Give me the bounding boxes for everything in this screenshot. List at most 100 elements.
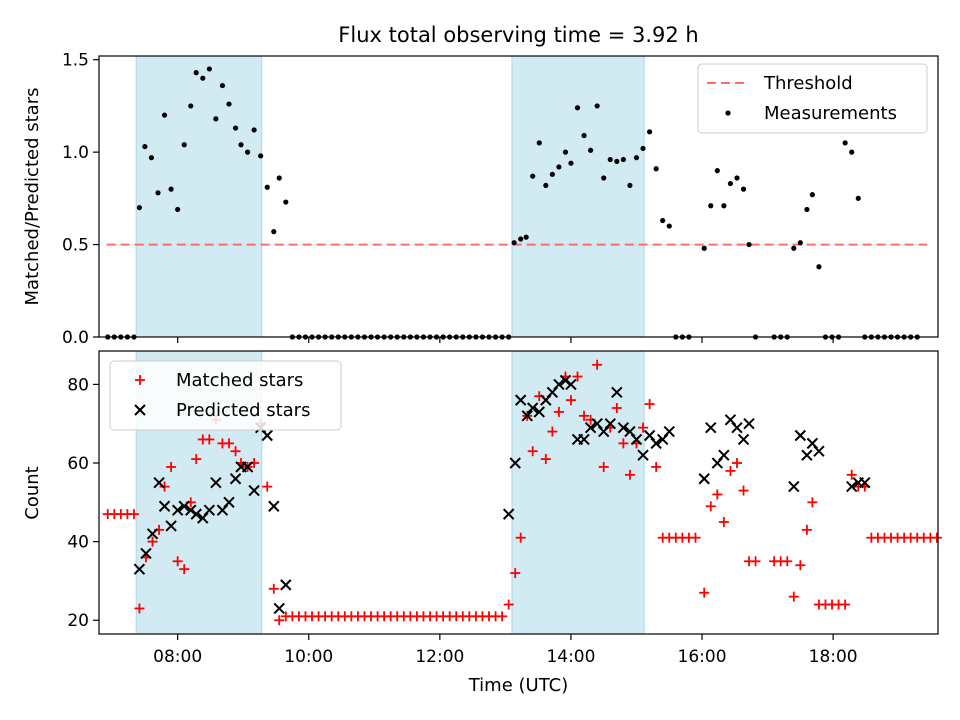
data-point: [166, 461, 177, 472]
data-point: [248, 484, 260, 497]
data-point: [190, 508, 202, 520]
data-point: [181, 142, 187, 148]
data-point: [630, 433, 643, 446]
data-point: [280, 579, 292, 591]
data-point: [193, 70, 199, 76]
data-point: [855, 195, 861, 201]
data-point: [705, 501, 716, 512]
bottom-y-tick-label: 40: [67, 533, 89, 553]
data-point: [618, 438, 629, 449]
data-point: [611, 386, 623, 398]
data-point: [511, 240, 517, 246]
data-point: [153, 476, 165, 489]
data-point: [230, 446, 241, 457]
bottom-legend: Matched stars Predicted stars: [109, 360, 342, 431]
data-point: [637, 449, 649, 461]
data-point: [588, 147, 594, 153]
data-point: [653, 166, 659, 172]
data-point: [725, 465, 736, 476]
data-point: [268, 583, 279, 594]
bottom-y-tick-label: 60: [67, 454, 89, 474]
top-observing-window-2: [511, 55, 645, 338]
data-point: [572, 371, 583, 382]
data-point: [614, 158, 620, 164]
data-point: [598, 461, 609, 472]
data-point: [549, 171, 555, 177]
data-point: [801, 449, 813, 461]
bottom-axes-frame: [98, 350, 939, 635]
data-point: [200, 75, 206, 81]
data-point: [556, 164, 562, 170]
data-point: [574, 105, 581, 111]
data-point: [523, 234, 529, 240]
x-tick-label: 10:00: [284, 647, 333, 667]
data-point: [204, 434, 215, 445]
top-y-tick-label: 1.5: [62, 51, 89, 71]
data-point: [743, 418, 755, 430]
data-point: [845, 480, 858, 493]
data-point: [159, 481, 170, 492]
x-tick-label: 12:00: [415, 647, 464, 667]
data-point: [737, 433, 750, 446]
data-point: [161, 112, 168, 118]
data-point: [168, 186, 174, 192]
top-legend-box: [697, 63, 928, 134]
data-point: [849, 149, 855, 155]
data-point: [740, 186, 747, 192]
data-point: [807, 497, 818, 508]
data-point: [809, 192, 815, 198]
data-point: [553, 406, 564, 417]
data-point: [518, 236, 524, 242]
data-point: [497, 611, 508, 622]
data-point: [527, 446, 538, 457]
top-y-tick-label: 0.5: [62, 236, 89, 256]
data-point: [701, 245, 707, 251]
data-point: [646, 129, 653, 135]
data-point: [540, 454, 551, 465]
x-axis-label: Time (UTC): [468, 675, 569, 696]
data-point: [565, 395, 576, 406]
data-point: [142, 143, 148, 150]
top-legend: Threshold Measurements: [697, 63, 928, 134]
data-point: [718, 449, 730, 461]
data-point: [699, 587, 710, 598]
data-point: [226, 101, 232, 107]
data-point: [727, 180, 734, 187]
data-point: [660, 217, 666, 224]
data-point: [731, 421, 743, 434]
data-point: [842, 140, 848, 146]
data-point: [229, 473, 242, 485]
data-point: [146, 528, 159, 540]
bottom-y-axis-label: Count: [22, 466, 43, 519]
data-point: [791, 245, 797, 251]
data-point: [271, 229, 277, 235]
bottom-y-tick-label: 20: [67, 611, 89, 631]
top-observing-window-1: [135, 55, 263, 338]
data-point: [633, 155, 640, 161]
legend-label: Matched stars: [176, 370, 303, 391]
data-point: [232, 125, 239, 131]
data-point: [185, 504, 197, 516]
x-tick-label: 16:00: [678, 647, 727, 667]
x-tick-label: 08:00: [153, 647, 202, 667]
data-point: [206, 66, 212, 72]
data-point: [514, 394, 527, 406]
data-point: [188, 103, 194, 109]
data-point: [526, 402, 539, 414]
data-point: [565, 378, 577, 391]
legend-swatch: [134, 404, 146, 416]
data-point: [244, 149, 251, 155]
data-point: [533, 406, 545, 418]
data-point: [738, 485, 749, 496]
data-point: [179, 564, 190, 575]
x-tick-label: 18:00: [809, 647, 858, 667]
data-point: [804, 206, 810, 213]
top-axes-frame: [98, 55, 939, 338]
data-point: [750, 556, 761, 567]
data-point: [273, 602, 285, 615]
data-point: [640, 145, 646, 152]
data-point: [136, 204, 143, 211]
data-point: [794, 429, 807, 442]
data-point: [251, 127, 257, 133]
data-point: [536, 140, 542, 146]
